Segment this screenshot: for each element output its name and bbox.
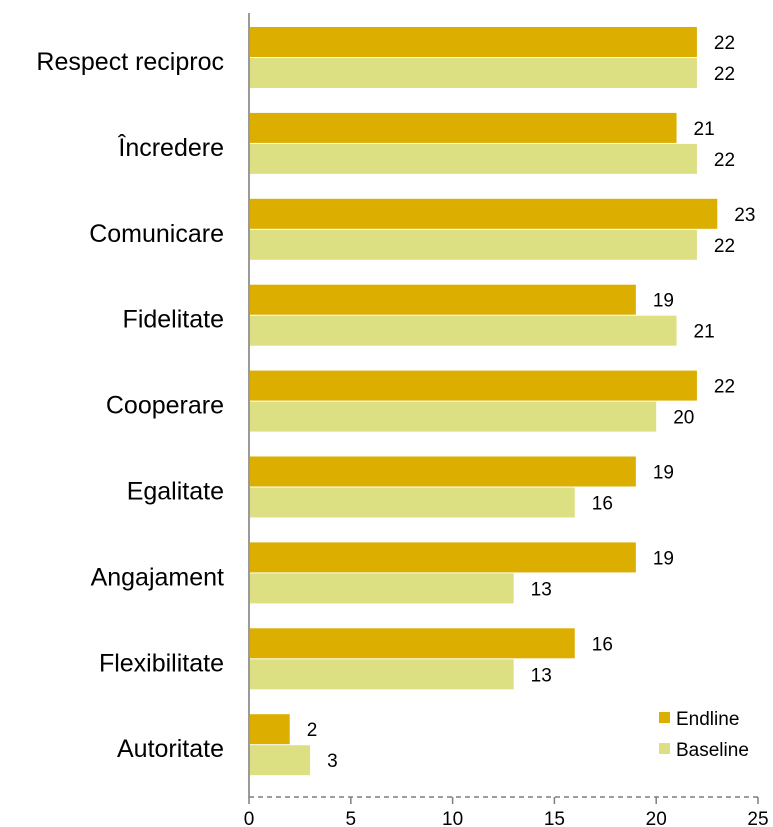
value-label-endline-angajament: 19 bbox=[653, 548, 674, 569]
x-tick-label-15: 15 bbox=[544, 809, 565, 827]
value-label-endline-autoritate: 2 bbox=[307, 720, 318, 741]
bar-baseline-respect-reciproc bbox=[249, 58, 697, 88]
bars-group bbox=[249, 27, 718, 776]
value-label-baseline-respect-reciproc: 22 bbox=[714, 64, 735, 85]
x-axis: 0 5 10 15 20 25 bbox=[244, 13, 769, 827]
legend: Endline Baseline bbox=[659, 709, 749, 761]
legend-swatch-baseline bbox=[659, 743, 670, 754]
value-label-baseline-fidelitate: 21 bbox=[694, 322, 715, 343]
category-label-comunicare: Comunicare bbox=[89, 220, 224, 248]
value-label-endline-incredere: 21 bbox=[694, 119, 715, 140]
category-label-fidelitate: Fidelitate bbox=[123, 306, 224, 334]
category-label-incredere: Încredere bbox=[117, 133, 224, 162]
x-tick-label-10: 10 bbox=[442, 809, 463, 827]
value-label-endline-egalitate: 19 bbox=[653, 463, 674, 484]
x-tick-label-20: 20 bbox=[646, 809, 667, 827]
legend-swatch-endline bbox=[659, 712, 670, 723]
bar-endline-cooperare bbox=[249, 370, 697, 401]
bar-baseline-comunicare bbox=[249, 229, 697, 260]
bar-baseline-flexibilitate bbox=[249, 659, 514, 690]
category-label-autoritate: Autoritate bbox=[117, 735, 224, 763]
category-label-cooperare: Cooperare bbox=[106, 392, 224, 420]
bar-baseline-angajament bbox=[249, 573, 514, 604]
value-label-baseline-comunicare: 22 bbox=[714, 236, 735, 257]
bar-baseline-egalitate bbox=[249, 487, 575, 518]
category-label-respect-reciproc: Respect reciproc bbox=[36, 48, 224, 76]
value-label-endline-comunicare: 23 bbox=[734, 205, 755, 226]
bar-baseline-cooperare bbox=[249, 401, 657, 432]
x-tick-label-0: 0 bbox=[244, 809, 255, 827]
bar-endline-egalitate bbox=[249, 456, 636, 487]
value-label-baseline-autoritate: 3 bbox=[327, 751, 338, 772]
value-label-endline-flexibilitate: 16 bbox=[592, 634, 613, 655]
bar-baseline-fidelitate bbox=[249, 315, 677, 346]
bar-endline-flexibilitate bbox=[249, 628, 575, 659]
value-label-baseline-flexibilitate: 13 bbox=[531, 665, 552, 686]
value-label-endline-fidelitate: 19 bbox=[653, 291, 674, 312]
value-label-baseline-incredere: 22 bbox=[714, 150, 735, 171]
value-label-baseline-egalitate: 16 bbox=[592, 494, 613, 515]
category-label-angajament: Angajament bbox=[91, 563, 224, 591]
bar-endline-fidelitate bbox=[249, 284, 636, 315]
legend-label-endline: Endline bbox=[676, 709, 739, 730]
bar-endline-incredere bbox=[249, 112, 677, 143]
bar-baseline-autoritate bbox=[249, 745, 311, 776]
category-labels-group: Respect reciproc Încredere Comunicare Fidel… bbox=[36, 48, 224, 763]
bar-endline-autoritate bbox=[249, 714, 290, 745]
value-label-baseline-angajament: 13 bbox=[531, 579, 552, 600]
x-tick-label-5: 5 bbox=[346, 809, 357, 827]
bar-endline-comunicare bbox=[249, 198, 718, 229]
x-tick-label-25: 25 bbox=[747, 809, 768, 827]
legend-label-baseline: Baseline bbox=[676, 740, 749, 761]
value-label-endline-cooperare: 22 bbox=[714, 377, 735, 398]
bar-endline-respect-reciproc bbox=[249, 27, 697, 57]
category-label-egalitate: Egalitate bbox=[127, 478, 224, 506]
category-label-flexibilitate: Flexibilitate bbox=[99, 649, 224, 677]
bar-endline-angajament bbox=[249, 542, 636, 573]
value-label-baseline-cooperare: 20 bbox=[673, 408, 694, 429]
value-label-endline-respect-reciproc: 22 bbox=[714, 33, 735, 54]
bar-baseline-incredere bbox=[249, 143, 697, 174]
